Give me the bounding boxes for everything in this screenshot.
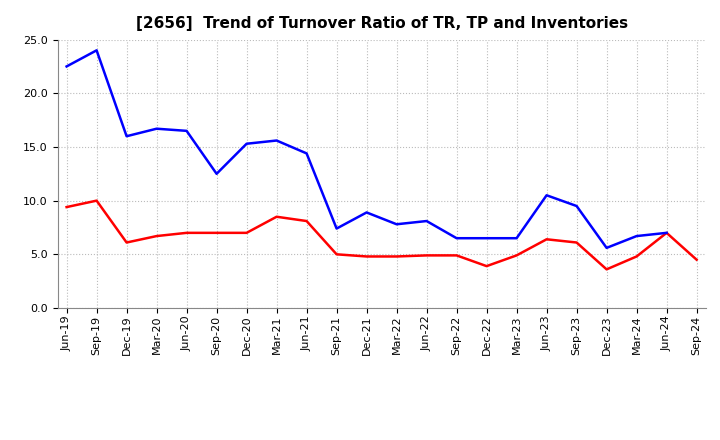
Trade Payables	[182, 128, 191, 133]
Trade Payables	[122, 134, 131, 139]
Trade Payables	[482, 235, 491, 241]
Trade Receivables	[92, 198, 101, 203]
Trade Payables	[542, 193, 551, 198]
Trade Payables	[333, 226, 341, 231]
Trade Payables	[272, 138, 281, 143]
Trade Payables	[392, 222, 401, 227]
Trade Receivables	[122, 240, 131, 245]
Trade Payables	[92, 48, 101, 53]
Trade Payables	[212, 171, 221, 176]
Trade Receivables	[513, 253, 521, 258]
Trade Payables	[602, 245, 611, 250]
Trade Receivables	[333, 252, 341, 257]
Trade Receivables	[272, 214, 281, 220]
Line: Trade Receivables: Trade Receivables	[66, 201, 697, 269]
Trade Receivables	[602, 267, 611, 272]
Trade Payables	[153, 126, 161, 132]
Trade Payables	[452, 235, 461, 241]
Trade Receivables	[572, 240, 581, 245]
Trade Receivables	[452, 253, 461, 258]
Trade Receivables	[662, 230, 671, 235]
Line: Trade Payables: Trade Payables	[66, 50, 667, 248]
Trade Receivables	[542, 237, 551, 242]
Trade Receivables	[242, 230, 251, 235]
Title: [2656]  Trend of Turnover Ratio of TR, TP and Inventories: [2656] Trend of Turnover Ratio of TR, TP…	[135, 16, 628, 32]
Trade Payables	[362, 210, 371, 215]
Trade Payables	[302, 151, 311, 156]
Trade Payables	[662, 230, 671, 235]
Trade Receivables	[392, 254, 401, 259]
Trade Receivables	[62, 205, 71, 210]
Trade Receivables	[302, 218, 311, 224]
Trade Receivables	[632, 254, 641, 259]
Trade Receivables	[153, 234, 161, 239]
Trade Payables	[422, 218, 431, 224]
Trade Payables	[632, 234, 641, 239]
Trade Payables	[513, 235, 521, 241]
Trade Receivables	[362, 254, 371, 259]
Trade Receivables	[212, 230, 221, 235]
Trade Receivables	[482, 264, 491, 269]
Trade Receivables	[422, 253, 431, 258]
Trade Payables	[62, 64, 71, 69]
Trade Payables	[572, 203, 581, 209]
Trade Receivables	[182, 230, 191, 235]
Trade Receivables	[693, 257, 701, 262]
Trade Payables	[242, 141, 251, 147]
